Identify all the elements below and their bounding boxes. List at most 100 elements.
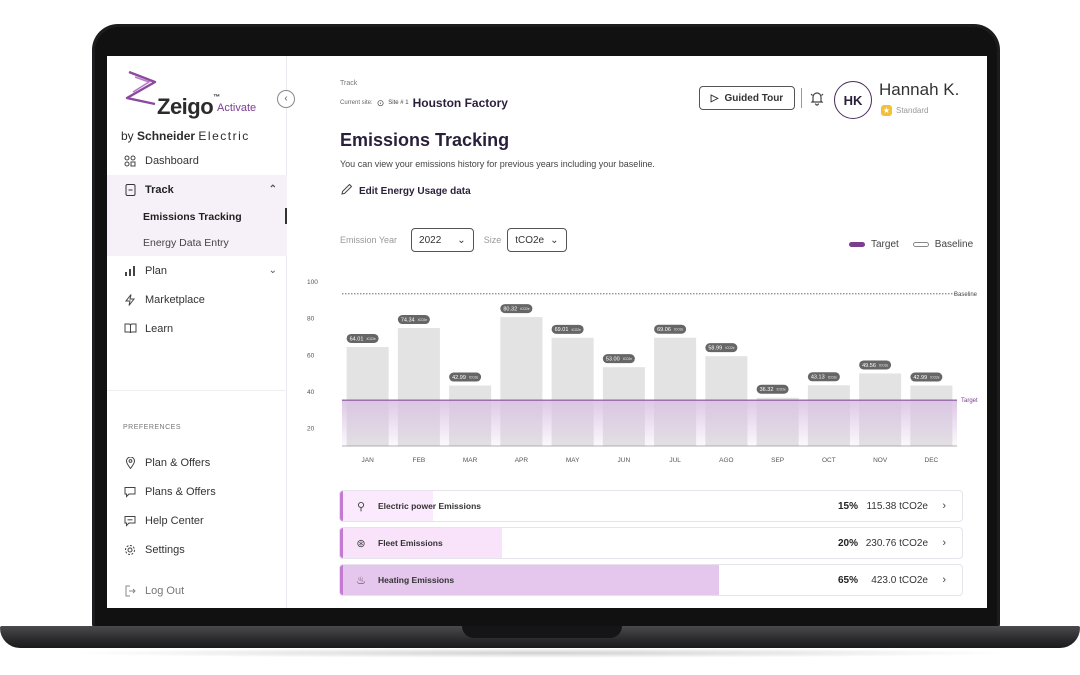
help-chat-icon: [123, 514, 137, 528]
sidebar-item-label: Dashboard: [145, 154, 199, 167]
flame-icon: ♨: [356, 574, 366, 587]
edit-energy-usage-link[interactable]: Edit Energy Usage data: [340, 183, 471, 199]
size-label: Size: [483, 235, 502, 245]
laptop-notch: [462, 626, 622, 638]
bar-value-label: 74.34: [401, 317, 415, 323]
avatar[interactable]: HK: [834, 81, 872, 119]
bar-value-pill: [705, 343, 738, 353]
sidebar-item-label: Settings: [145, 543, 185, 556]
bar-value-label: 42.99: [913, 375, 927, 381]
chart-filters: Emission Year 2022 ⌄ Size tCO2e ⌄: [340, 228, 567, 252]
bar-value-unit: tCO2e: [367, 337, 376, 341]
user-plan: ★ Standard: [881, 105, 928, 116]
target-label: Target: [961, 398, 978, 404]
sidebar-item-help-center[interactable]: Help Center: [107, 506, 287, 535]
sidebar-item-plan[interactable]: Plan ⌄: [107, 256, 287, 285]
emission-share-percent: 15%: [837, 500, 858, 512]
size-value: tCO2e: [515, 234, 545, 246]
guided-tour-button[interactable]: ▷ Guided Tour: [699, 86, 795, 110]
legend-target-swatch: [849, 242, 865, 247]
bar-value-unit: tCO2e: [418, 318, 427, 322]
sidebar-item-plan-offers[interactable]: Plan & Offers: [107, 448, 287, 477]
y-tick-label: 40: [307, 389, 315, 396]
header-divider: [801, 88, 802, 108]
emission-year-value: 2022: [419, 234, 442, 246]
emission-share-fill: [340, 528, 502, 558]
star-icon: ★: [881, 105, 892, 116]
zeigo-mark-icon: [125, 70, 157, 106]
logo-wordmark: Zeigo™: [157, 94, 220, 119]
collapse-sidebar-button[interactable]: ‹: [277, 90, 295, 108]
breadcrumb[interactable]: Track: [340, 80, 358, 87]
sidebar-item-label: Plans & Offers: [145, 485, 216, 498]
emission-source-label: Heating Emissions: [378, 575, 455, 585]
bar-value-label: 42.99: [452, 375, 466, 381]
logout-label: Log Out: [145, 584, 185, 597]
x-tick-label: JUL: [669, 457, 681, 464]
emission-value: 230.76 tCO2e: [865, 537, 928, 549]
emission-source-card[interactable]: ♨ Heating Emissions 65% 423.0 tCO2e ›: [339, 564, 963, 596]
x-tick-label: APR: [515, 457, 529, 464]
sidebar-item-marketplace[interactable]: Marketplace: [107, 285, 287, 314]
bar-value-unit: tCO2e: [777, 388, 786, 392]
legend-baseline-label: Baseline: [934, 239, 974, 250]
location-pin-icon: ⊙: [376, 97, 385, 108]
bar-value-unit: tCO2e: [469, 376, 478, 380]
lightbulb-icon: ⚲: [356, 500, 366, 513]
sidebar-item-settings[interactable]: Settings: [107, 535, 287, 564]
chevron-down-icon: ⌄: [457, 234, 466, 246]
sidebar-item-dashboard[interactable]: Dashboard: [107, 146, 287, 175]
gear-icon: [123, 543, 137, 557]
sidebar-subitem-emissions-tracking[interactable]: Emissions Tracking: [107, 204, 287, 230]
bar-value-unit: tCO2e: [520, 307, 529, 311]
chevron-right-icon[interactable]: ›: [942, 574, 946, 586]
emission-source-card[interactable]: ⚲ Electric power Emissions 15% 115.38 tCO2e…: [339, 490, 963, 522]
divider: [107, 390, 287, 391]
current-site[interactable]: Current site: ⊙ Site # 1 Houston Factory: [340, 96, 508, 110]
bar-value-label: 64.01: [350, 336, 364, 342]
chat-icon: [123, 485, 137, 499]
sidebar-subitem-energy-data-entry[interactable]: Energy Data Entry: [107, 230, 287, 256]
y-tick-label: 100: [307, 279, 318, 286]
bar-value-label: 36.32: [760, 387, 774, 393]
chevron-down-icon: ⌄: [268, 265, 277, 276]
sidebar-item-label: Marketplace: [145, 293, 205, 306]
sidebar-item-learn[interactable]: Learn: [107, 314, 287, 343]
lightning-icon: [123, 293, 137, 307]
x-tick-label: OCT: [822, 457, 836, 464]
main-nav: Dashboard Track ⌃ Emissions Tracking Ene…: [107, 146, 287, 343]
notification-bell-icon[interactable]: [809, 90, 825, 109]
emission-year-select[interactable]: 2022 ⌄: [411, 228, 474, 252]
bar-chart-icon: [123, 264, 137, 278]
location-icon: [123, 456, 137, 470]
steering-wheel-icon: ⊛: [356, 537, 366, 550]
bar-value-unit: tCO2e: [879, 363, 888, 367]
y-tick-label: 20: [307, 426, 315, 433]
user-name[interactable]: Hannah K.: [879, 80, 960, 99]
chevron-right-icon[interactable]: ›: [942, 537, 946, 549]
chevron-right-icon[interactable]: ›: [942, 500, 946, 512]
app-screen: Zeigo™ Activate by Schneider Electric Da…: [107, 56, 987, 608]
bar-value-pill: [449, 372, 482, 382]
preferences-heading: PREFERENCES: [123, 424, 182, 431]
sidebar-item-plans-offers[interactable]: Plans & Offers: [107, 477, 287, 506]
card-accent: [340, 565, 343, 595]
bar-value-unit: tCO2e: [828, 375, 837, 379]
logout-button[interactable]: Log Out: [107, 576, 287, 605]
size-select[interactable]: tCO2e ⌄: [507, 228, 567, 252]
emission-source-card[interactable]: ⊛ Fleet Emissions 20% 230.76 tCO2e ›: [339, 527, 963, 559]
target-band: [342, 400, 957, 446]
chevron-down-icon: ⌄: [550, 234, 559, 246]
x-tick-label: SEP: [771, 457, 784, 464]
bar-value-label: 80.32: [503, 306, 517, 312]
zeigo-logo[interactable]: Zeigo™ Activate by Schneider Electric: [121, 68, 281, 143]
bar-value-label: 69.06: [657, 327, 671, 333]
bar-value-label: 53.00: [606, 356, 620, 362]
site-number: Site # 1: [388, 100, 409, 106]
bar-value-unit: tCO2e: [725, 346, 734, 350]
guided-tour-label: Guided Tour: [724, 92, 784, 104]
x-tick-label: AGO: [719, 457, 733, 464]
emission-sources: ⚲ Electric power Emissions 15% 115.38 tCO2e…: [339, 490, 963, 601]
sidebar-item-track[interactable]: Track ⌃: [107, 175, 287, 204]
